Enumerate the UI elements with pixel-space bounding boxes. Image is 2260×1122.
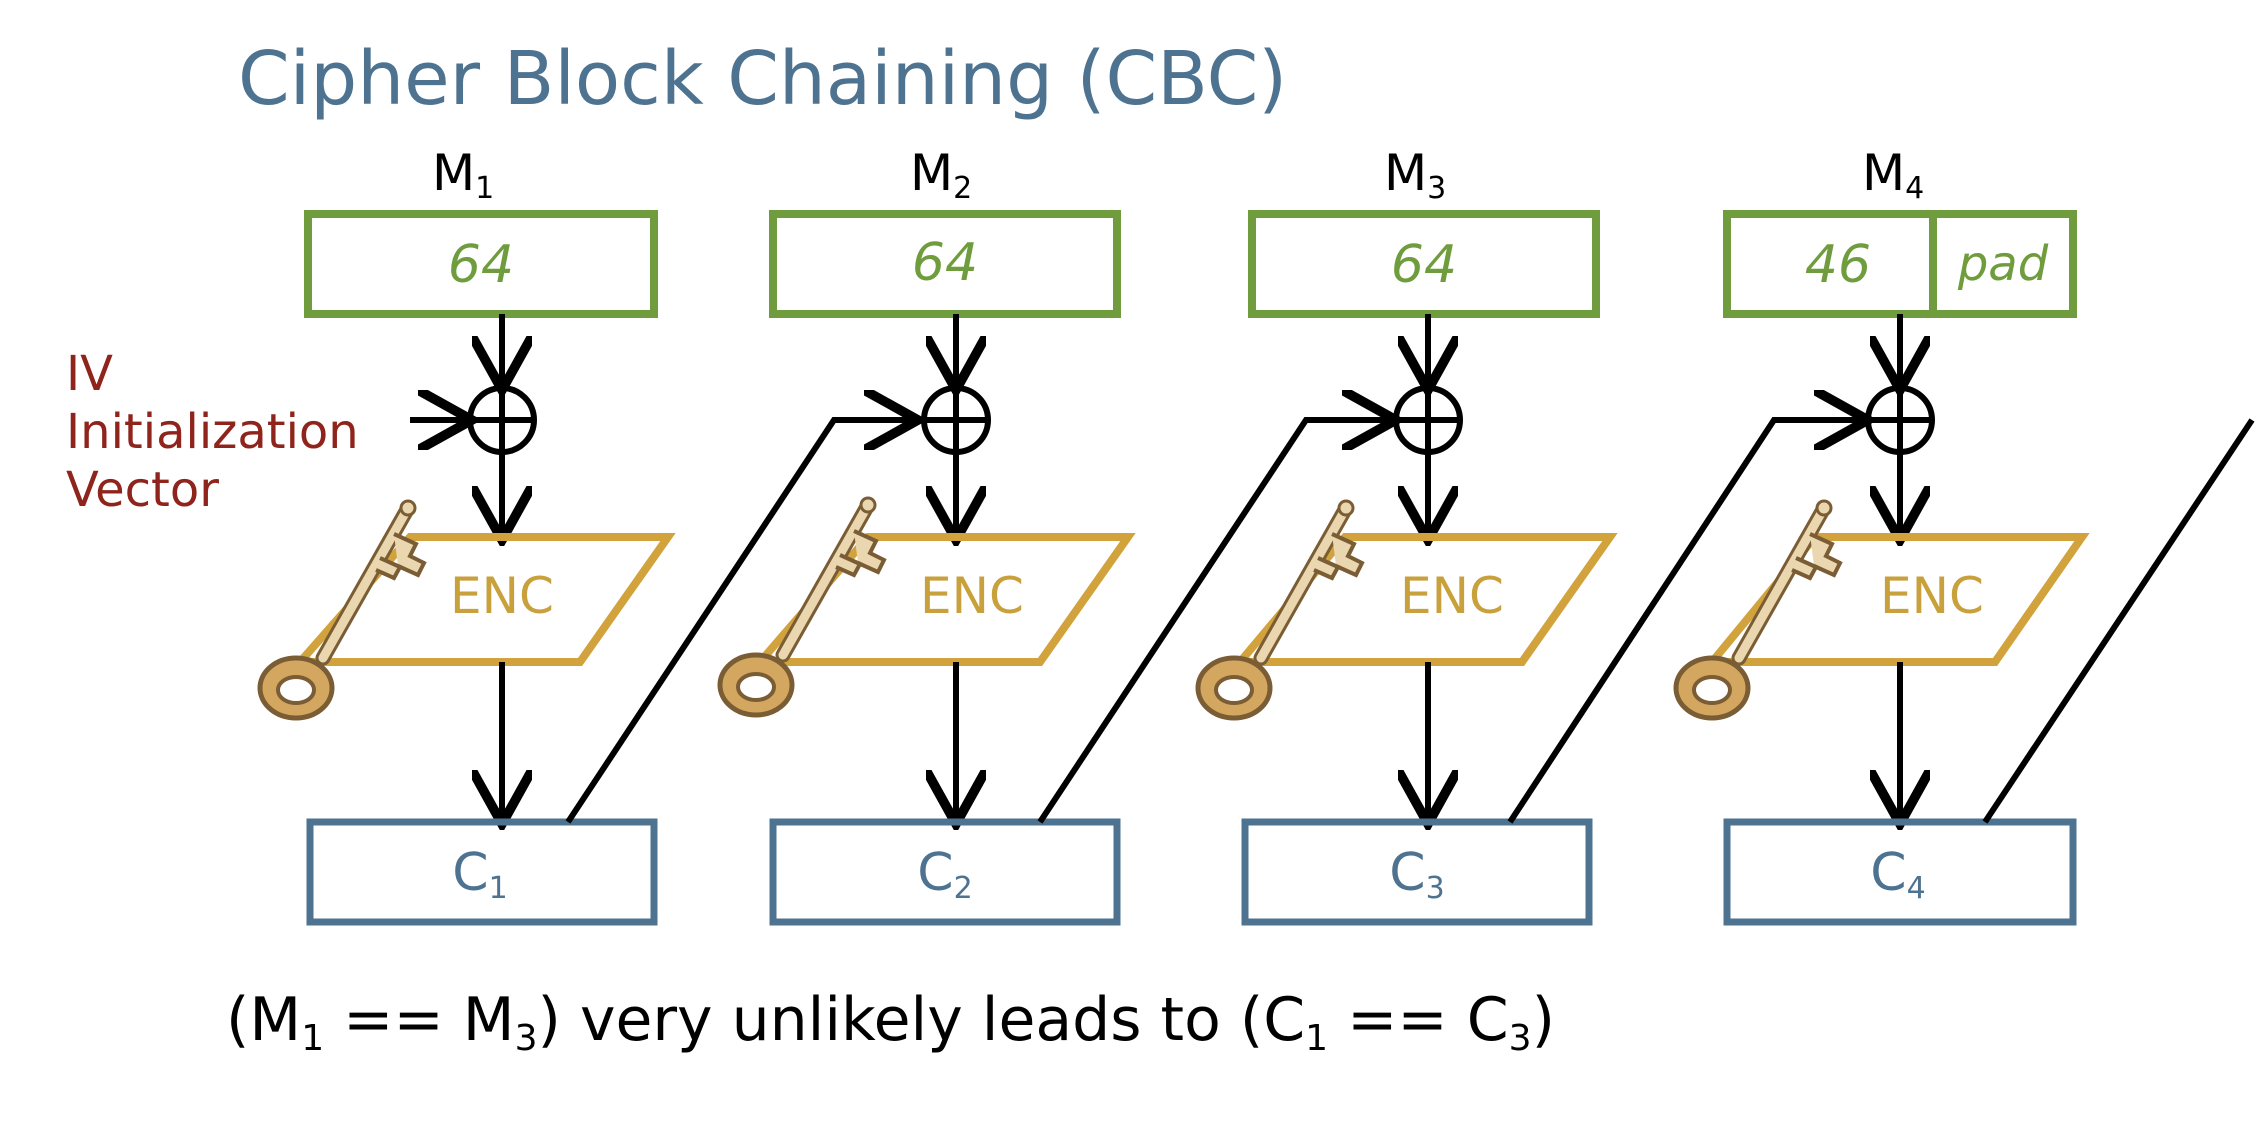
xor-operator xyxy=(921,385,991,455)
cipher-block xyxy=(1723,818,2077,926)
footer-statement: (M1 == M3) very unlikely leads to (C1 ==… xyxy=(226,985,1555,1059)
cipher-label: C1 xyxy=(452,843,507,906)
chain-line xyxy=(1982,418,2255,824)
cipher-label: C4 xyxy=(1870,843,1925,906)
message-value: 46 xyxy=(1805,235,1871,295)
enc-box xyxy=(1703,533,2090,666)
iv-line2: Vector xyxy=(66,462,219,518)
block-1: M1 64 ENC C1 xyxy=(260,144,912,926)
message-label: M4 xyxy=(1862,144,1924,206)
enc-label: ENC xyxy=(1880,567,1984,625)
cipher-label: C3 xyxy=(1389,843,1444,906)
chain-arrow xyxy=(1037,420,1390,824)
cipher-block xyxy=(769,818,1121,926)
message-value: 64 xyxy=(1391,235,1457,295)
message-value: 64 xyxy=(448,235,514,295)
block-2: M2 64 ENC C2 xyxy=(720,144,1390,926)
iv-label: IV Initialization Vector xyxy=(66,346,359,518)
key-icon xyxy=(260,501,424,718)
chain-arrow xyxy=(1507,420,1862,824)
cipher-block xyxy=(1241,818,1593,926)
iv-abbr: IV xyxy=(66,346,113,402)
message-block xyxy=(769,210,1121,318)
message-label: M2 xyxy=(910,144,972,206)
xor-operator xyxy=(1393,385,1463,455)
cipher-block xyxy=(306,818,658,926)
pad-label: pad xyxy=(1957,236,2049,292)
enc-label: ENC xyxy=(450,567,554,625)
message-block xyxy=(304,210,658,318)
xor-operator xyxy=(1865,385,1935,455)
message-block xyxy=(1248,210,1600,318)
key-icon xyxy=(720,498,884,715)
message-value: 64 xyxy=(912,233,978,293)
enc-label: ENC xyxy=(920,567,1024,625)
iv-line1: Initialization xyxy=(66,404,359,460)
diagram-title: Cipher Block Chaining (CBC) xyxy=(238,36,1287,122)
message-label: M3 xyxy=(1384,144,1446,206)
block-3: M3 64 ENC C3 xyxy=(1198,144,1862,926)
block-4: M4 46 pad ENC C4 xyxy=(1676,144,2255,926)
cipher-label: C2 xyxy=(917,843,972,906)
key-icon xyxy=(1198,501,1362,718)
xor-operator xyxy=(467,385,537,455)
message-label: M1 xyxy=(432,144,494,206)
chain-arrow xyxy=(565,420,912,824)
enc-label: ENC xyxy=(1400,567,1504,625)
